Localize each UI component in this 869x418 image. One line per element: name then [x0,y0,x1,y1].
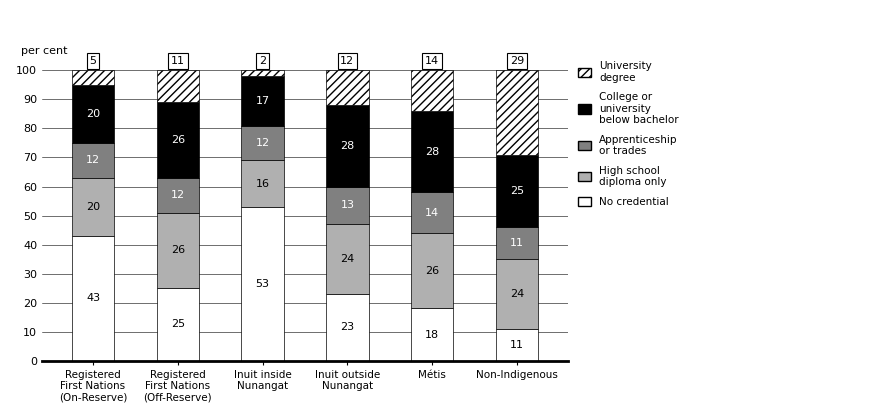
Bar [242,125,284,161]
Text: 53: 53 [255,279,269,289]
Bar [495,329,538,361]
Bar [495,259,538,329]
Bar [495,227,538,259]
Text: 5: 5 [90,56,96,66]
Text: 12: 12 [86,155,100,166]
Bar [156,213,199,288]
Bar [72,70,114,85]
Bar [242,161,284,207]
Bar [495,155,538,227]
Text: 11: 11 [510,340,524,350]
Text: 16: 16 [255,178,269,189]
Text: 20: 20 [86,109,100,119]
Bar [72,236,114,361]
Text: 12: 12 [170,190,185,200]
Bar [242,76,284,125]
Bar [156,178,199,213]
Bar [411,70,454,111]
Bar [242,207,284,361]
Bar [411,308,454,361]
Text: 14: 14 [425,56,439,66]
Bar [326,294,368,361]
Text: 23: 23 [341,322,355,332]
Text: 20: 20 [86,202,100,212]
Bar [411,192,454,233]
Bar [411,111,454,192]
Text: 13: 13 [341,200,355,210]
Text: 26: 26 [425,266,439,276]
Text: 26: 26 [170,135,185,145]
Text: 24: 24 [510,289,524,299]
Bar [156,70,199,102]
Text: 11: 11 [171,56,185,66]
Text: 26: 26 [170,245,185,255]
Bar [495,70,538,155]
Text: 11: 11 [510,238,524,248]
Bar [411,233,454,308]
Bar [326,105,368,186]
Text: 12: 12 [341,56,355,66]
Bar [326,186,368,224]
Text: 14: 14 [425,208,439,218]
Bar [72,143,114,178]
Text: 12: 12 [255,138,269,148]
Bar [72,178,114,236]
Text: 29: 29 [510,56,524,66]
Bar [72,85,114,143]
Legend: University
degree, College or
university
below bachelor, Apprenticeship
or trade: University degree, College or university… [578,61,679,207]
Text: 18: 18 [425,330,439,340]
Text: 43: 43 [86,293,100,303]
Text: 17: 17 [255,96,269,106]
Bar [326,224,368,294]
Bar [156,288,199,361]
Text: 25: 25 [170,319,185,329]
Text: 28: 28 [341,141,355,151]
Bar [156,102,199,178]
Text: 25: 25 [510,186,524,196]
Text: per cent: per cent [21,46,68,56]
Text: 28: 28 [425,147,439,157]
Text: 2: 2 [259,56,266,66]
Bar [242,70,284,76]
Bar [326,70,368,105]
Text: 24: 24 [341,254,355,264]
